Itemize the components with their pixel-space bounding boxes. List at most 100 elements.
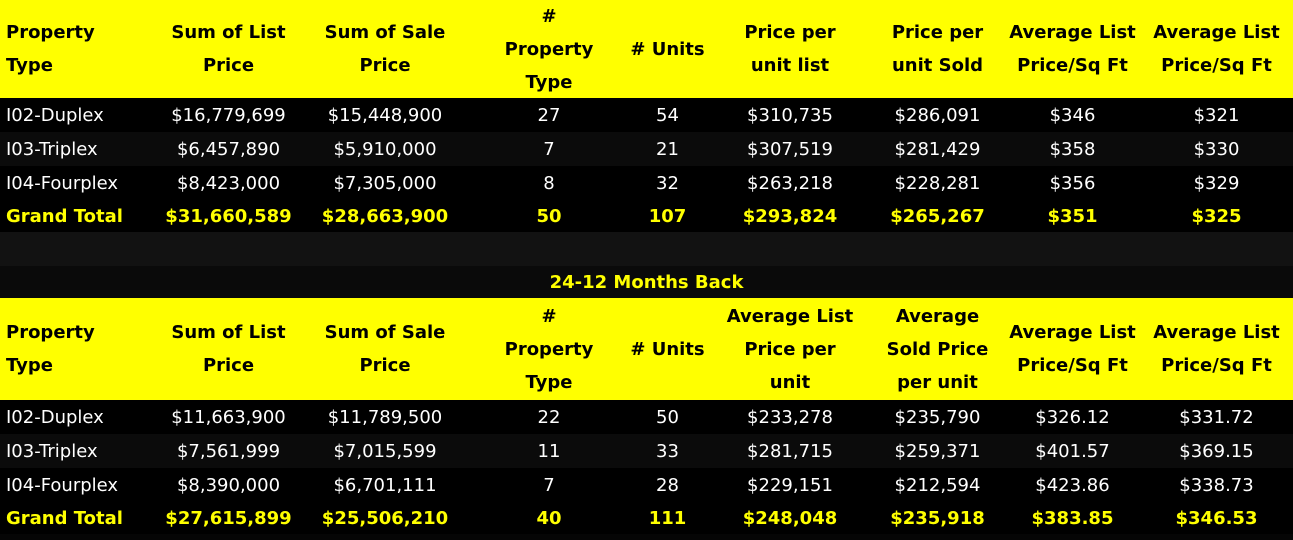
table-cell: 7 [543,138,555,160]
table-cell: 33 [656,440,679,462]
table-cell: $7,015,599 [333,440,437,462]
table-cell: Property Type [0,298,160,400]
table-cell: $281,715 [747,440,833,462]
table-cell: $329 [1193,172,1240,194]
header-text: Sum of List [171,22,286,43]
table-cell: $5,910,000 [333,138,437,160]
table-cell: $259,371 [894,440,981,462]
table-cell: $310,735 [747,104,833,126]
header-text: Average List [1153,322,1280,343]
table-cell: Sum of List Price [160,298,297,400]
table-cell: $235,918 [890,507,985,529]
table-cell: Property Type [0,0,160,98]
header-text: Price [202,55,255,76]
table-cell: 50 [536,205,562,227]
table-cell: 8 [543,172,555,194]
header-text: Property [504,38,594,60]
table-cell: $307,519 [747,138,833,160]
table-cell: $235,790 [894,406,981,428]
total-row: Grand Total $31,660,589 $28,663,900 50 107 $2… [0,200,1293,232]
table-cell: $16,779,699 [171,104,286,126]
header-text: per unit [897,371,978,393]
table-cell: $286,091 [894,104,981,126]
table-cell: 40 [536,507,562,529]
header-text: Price per [891,22,984,43]
table-cell: # Units [625,0,710,98]
table-cell: I03-Triplex [6,138,98,160]
table-cell: $15,448,900 [327,104,443,126]
table-cell: $28,663,900 [321,205,449,227]
data-row: I04-Fourplex $8,423,000 $7,305,000 8 32 $263,… [0,166,1293,200]
table-cell: Sum of Sale Price [297,298,473,400]
header-text: Price/Sq Ft [1017,55,1128,76]
table-cell: $229,151 [747,474,833,496]
table-cell: Price per unit Sold [870,0,1005,98]
table-cell: I03-Triplex [6,440,98,462]
table-cell: I02-Duplex [6,406,104,428]
header-text: Property [6,322,95,343]
header-text: unit list [750,55,830,76]
table-cell: Grand Total [6,507,123,529]
table-cell: $423.86 [1035,474,1110,496]
table-cell: $25,506,210 [321,507,449,529]
table-cell: Average List Price/Sq Ft [1005,298,1140,400]
data-row: I04-Fourplex $8,390,000 $6,701,111 7 28 $229,… [0,468,1293,502]
header-text: # Units [630,338,705,360]
header-text: Price per [744,22,836,43]
data-row: I02-Duplex $16,779,699 $15,448,900 27 54 $310… [0,98,1293,132]
table-cell: $263,218 [747,172,833,194]
header-text: Type [6,355,53,376]
table-cell: $281,429 [894,138,981,160]
table-cell: 21 [656,138,679,160]
table-cell: Average List Price/Sq Ft [1005,0,1140,98]
header-text: Type [525,71,573,93]
table-cell: $346 [1049,104,1096,126]
table-cell: $11,663,900 [171,406,286,428]
header-text: # Units [630,38,705,60]
section-title: 24-12 Months Back [0,266,1293,298]
header-text: Sum of Sale [324,22,446,43]
table-cell: Average List Price per unit [710,298,870,400]
table-cell: $351 [1047,205,1098,227]
header-text: Average List [1009,322,1136,343]
table-cell: $248,048 [742,507,838,529]
table-cell: Grand Total [6,205,123,227]
header-text: Average List [1009,22,1136,43]
table-cell: $358 [1049,138,1096,160]
header-text: Average List [726,305,854,327]
data-row: I03-Triplex $7,561,999 $7,015,599 11 33 $281,… [0,434,1293,468]
table-cell: $346.53 [1175,507,1258,529]
table-cell: $293,824 [742,205,838,227]
total-row: Grand Total $27,615,899 $25,506,210 40 111 $2… [0,502,1293,534]
header-text: Property [6,22,95,43]
header-text: Type [6,55,53,76]
header-row: Property Type Sum of List Price Sum of Sale P… [0,0,1293,98]
table-cell: $356 [1049,172,1096,194]
table-cell: $265,267 [890,205,985,227]
table-cell: # Units [625,298,710,400]
header-text: Price [359,355,411,376]
table-cell: Average List Price/Sq Ft [1140,0,1293,98]
table-cell: 11 [537,440,561,462]
table-cell: I04-Fourplex [6,474,119,496]
table-cell: # Property Type [473,298,625,400]
table-cell: $8,390,000 [176,474,281,496]
table-cell: $8,423,000 [176,172,281,194]
table-cell: 54 [656,104,679,126]
header-text: Average List [1153,22,1280,43]
table-cell: $330 [1193,138,1240,160]
table-cell: $326.12 [1035,406,1110,428]
table-cell: $383.85 [1031,507,1114,529]
table-cell: $11,789,500 [327,406,443,428]
table-cell: $6,457,890 [176,138,281,160]
header-text: Price [202,355,255,376]
table-cell: $27,615,899 [165,507,292,529]
table-cell: I02-Duplex [6,104,104,126]
table-cell: $401.57 [1035,440,1110,462]
header-text: Price/Sq Ft [1017,355,1128,376]
header-text: # [541,5,557,27]
header-text: Price per [744,338,836,360]
header-text: Sum of Sale [324,322,446,343]
header-text: unit Sold [891,55,984,76]
